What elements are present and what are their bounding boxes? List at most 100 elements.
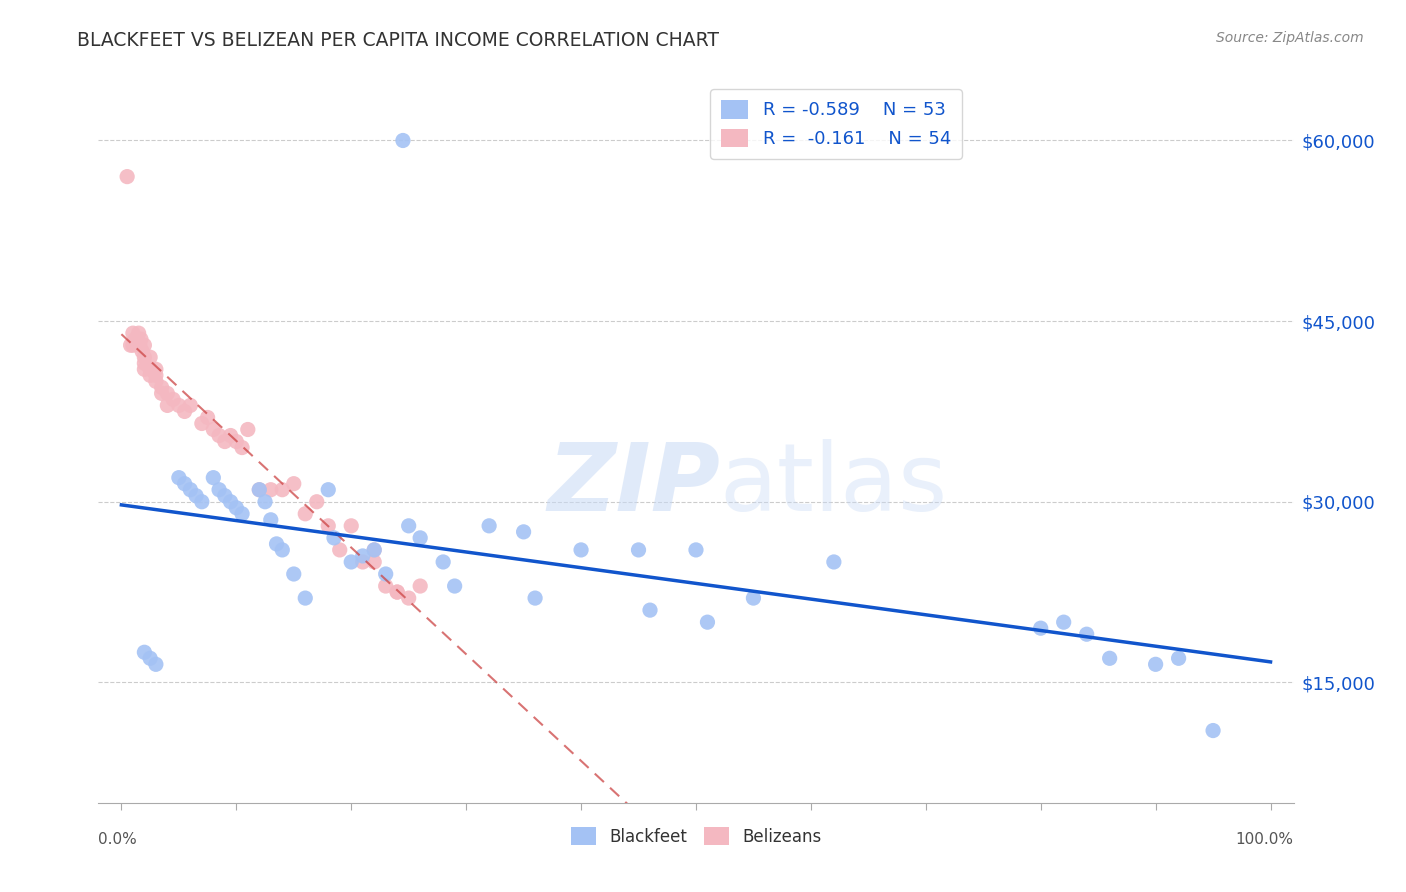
Point: [329, 542, 352, 557]
Point: [145, 362, 167, 376]
Point: [398, 591, 420, 606]
Point: [184, 489, 207, 503]
Point: [398, 519, 420, 533]
Point: [1098, 651, 1121, 665]
Point: [139, 368, 162, 383]
Point: [191, 417, 214, 431]
Point: [283, 476, 305, 491]
Point: [129, 332, 152, 346]
Point: [167, 398, 190, 412]
Text: 0.0%: 0.0%: [98, 831, 138, 847]
Point: [202, 423, 225, 437]
Point: [254, 494, 277, 508]
Point: [409, 531, 432, 545]
Point: [122, 338, 145, 352]
Point: [627, 542, 650, 557]
Point: [316, 519, 339, 533]
Point: [742, 591, 765, 606]
Point: [173, 404, 195, 418]
Point: [231, 441, 253, 455]
Point: [225, 500, 247, 515]
Text: atlas: atlas: [720, 439, 948, 531]
Point: [340, 555, 363, 569]
Point: [219, 494, 242, 508]
Point: [120, 338, 142, 352]
Point: [150, 386, 173, 401]
Point: [352, 549, 374, 563]
Text: 100.0%: 100.0%: [1236, 831, 1294, 847]
Point: [385, 585, 409, 599]
Point: [260, 483, 283, 497]
Point: [1167, 651, 1189, 665]
Point: [1144, 657, 1167, 672]
Point: [219, 428, 242, 442]
Point: [247, 483, 270, 497]
Point: [392, 133, 415, 147]
Point: [1029, 621, 1052, 635]
Point: [512, 524, 534, 539]
Point: [524, 591, 547, 606]
Point: [202, 471, 225, 485]
Point: [823, 555, 845, 569]
Point: [214, 489, 236, 503]
Point: [236, 423, 259, 437]
Point: [124, 332, 146, 346]
Point: [225, 434, 247, 449]
Point: [638, 603, 661, 617]
Point: [409, 579, 432, 593]
Point: [150, 380, 173, 394]
Point: [179, 483, 201, 497]
Point: [162, 392, 184, 407]
Text: ZIP: ZIP: [547, 439, 720, 531]
Text: BLACKFEET VS BELIZEAN PER CAPITA INCOME CORRELATION CHART: BLACKFEET VS BELIZEAN PER CAPITA INCOME …: [77, 31, 720, 50]
Point: [1202, 723, 1225, 738]
Point: [374, 579, 396, 593]
Point: [260, 513, 283, 527]
Point: [115, 169, 138, 184]
Point: [247, 483, 270, 497]
Point: [316, 483, 339, 497]
Point: [134, 338, 156, 352]
Point: [191, 494, 214, 508]
Point: [134, 645, 156, 659]
Point: [139, 651, 162, 665]
Point: [1076, 627, 1098, 641]
Point: [145, 368, 167, 383]
Point: [156, 398, 179, 412]
Point: [145, 657, 167, 672]
Point: [208, 428, 231, 442]
Point: [385, 585, 409, 599]
Point: [443, 579, 465, 593]
Point: [363, 555, 385, 569]
Point: [122, 326, 145, 340]
Point: [197, 410, 219, 425]
Point: [266, 537, 288, 551]
Point: [134, 362, 156, 376]
Point: [173, 476, 195, 491]
Point: [363, 542, 385, 557]
Point: [231, 507, 253, 521]
Point: [363, 542, 385, 557]
Point: [128, 338, 150, 352]
Point: [139, 350, 162, 364]
Point: [283, 567, 305, 582]
Point: [128, 326, 150, 340]
Point: [167, 471, 190, 485]
Point: [323, 531, 346, 545]
Point: [271, 483, 294, 497]
Legend: Blackfeet, Belizeans: Blackfeet, Belizeans: [564, 821, 828, 852]
Point: [305, 494, 328, 508]
Point: [685, 542, 707, 557]
Point: [478, 519, 501, 533]
Point: [294, 507, 316, 521]
Point: [1053, 615, 1076, 630]
Point: [352, 555, 374, 569]
Text: Source: ZipAtlas.com: Source: ZipAtlas.com: [1216, 31, 1364, 45]
Point: [271, 542, 294, 557]
Point: [131, 344, 153, 359]
Point: [340, 519, 363, 533]
Point: [134, 356, 156, 370]
Point: [156, 386, 179, 401]
Point: [134, 350, 156, 364]
Point: [374, 567, 396, 582]
